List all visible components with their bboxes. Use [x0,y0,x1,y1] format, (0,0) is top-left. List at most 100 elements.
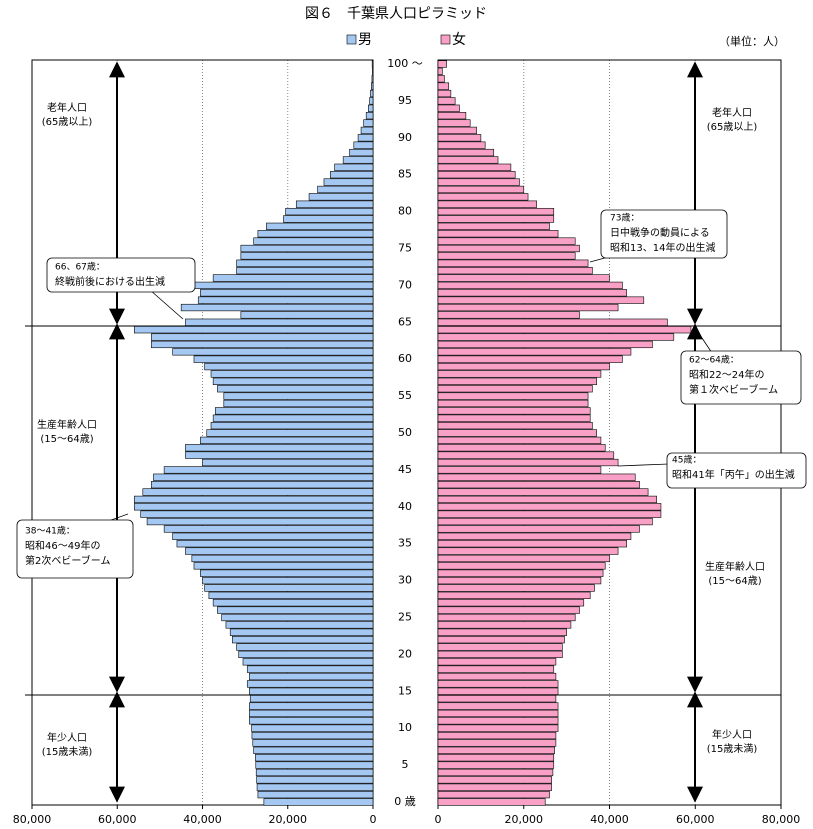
bar [308,193,374,201]
y-tick-label: 65 [398,315,412,328]
bar [257,790,374,799]
bar [437,126,477,135]
bar [246,680,374,688]
x-tick-label: 0 [435,813,442,826]
bar [185,451,374,459]
bar [249,702,374,710]
x-tick-label: 40,000 [590,813,629,826]
bar [437,355,623,363]
callout-text: 38～41歳： [25,525,75,537]
callout-text: 73歳： [610,212,639,224]
bar [437,348,632,356]
bar [134,495,374,504]
bar [217,385,374,393]
bar [437,628,567,636]
bar [437,724,559,732]
bar [437,613,576,622]
bar [437,215,555,223]
y-tick-label: 80 [398,205,412,218]
callout-text: 昭和22～24年の [689,368,764,381]
bar [437,185,525,194]
age-group-range: (65歳以上) [707,121,758,133]
bar [151,481,374,489]
bar [236,259,374,267]
bar [255,768,374,777]
bar [212,599,374,607]
bar [363,119,374,127]
bar [437,709,559,718]
bar [255,761,374,769]
bar [372,67,374,76]
bar [323,178,374,186]
bar [330,171,374,179]
bar [437,207,555,216]
y-tick-label: 5 [402,758,409,771]
bar [185,444,374,452]
y-tick-label: 20 [398,647,412,660]
age-group-range: (65歳以上) [42,116,93,128]
bar [437,495,657,504]
bar [437,798,546,806]
legend-swatch [440,34,451,45]
legend-swatch [346,34,357,45]
bar [437,510,662,518]
bar [266,222,374,230]
bar [236,267,374,275]
bar [437,739,557,747]
x-tick-label: 60,000 [98,813,137,826]
x-tick-label: 80,000 [13,813,52,826]
bar [437,112,467,120]
callout-text: 昭和41年「丙午」の出生減 [672,468,795,481]
x-tick-label: 20,000 [269,813,308,826]
bar [256,776,374,784]
y-tick-label: 40 [398,500,412,513]
bar [437,517,653,526]
bar [437,783,552,791]
bar [163,466,374,474]
callout-text: 66、67歳： [55,261,105,273]
bar [437,481,640,489]
bar [202,458,374,467]
bar [437,695,557,703]
callout-text: 45歳： [672,454,701,466]
age-group-range: (15歳未満) [707,743,758,755]
callout-pointer [149,289,184,320]
bar [437,230,559,238]
bar [317,185,374,194]
bar [142,488,374,496]
bar [200,289,374,297]
bar [204,584,374,592]
bar [437,702,559,710]
bar [255,754,374,762]
bar [225,621,374,629]
x-tick-label: 0 [370,813,377,826]
bar [212,414,374,422]
callout-text: 第2次ベビーブーム [25,554,110,567]
bar [163,525,374,533]
bar [134,503,374,511]
bar [437,296,645,304]
bar [437,451,615,459]
bar [371,60,374,68]
bar [437,591,591,599]
bar [172,348,374,356]
bar [193,281,374,290]
bar [240,252,374,260]
bar [153,473,374,481]
bar [437,75,445,83]
bar [437,385,593,393]
bar [437,141,486,149]
bar [437,318,668,326]
bar [437,754,555,762]
bar [172,532,374,540]
callout-box [680,350,802,405]
bar [437,340,653,349]
bar [371,75,374,83]
y-tick-label: 0 歳 [394,795,416,808]
bar [437,89,452,98]
callout-box [600,209,728,259]
bar [437,60,447,68]
bar [437,731,557,740]
callout-text: 62～64歳： [689,354,739,366]
bar [437,82,450,90]
